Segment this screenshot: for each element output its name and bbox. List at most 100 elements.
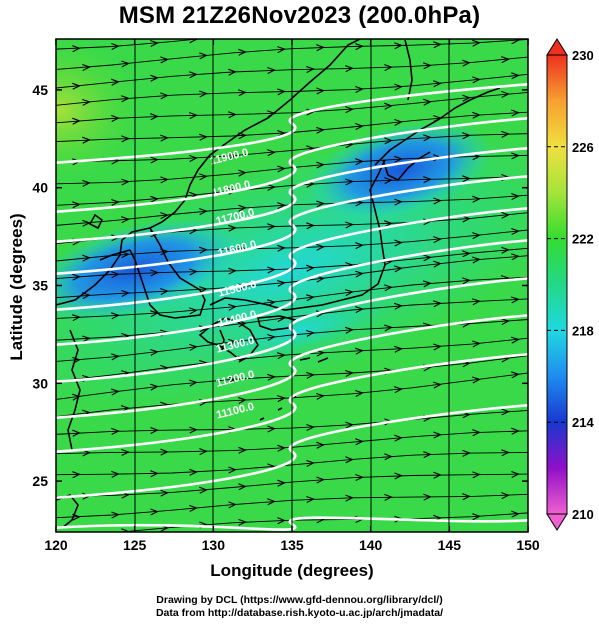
flow-arrow bbox=[111, 511, 120, 519]
flow-arrow bbox=[267, 425, 276, 433]
flow-arrow bbox=[423, 62, 432, 70]
flow-arrow bbox=[511, 510, 520, 518]
flow-arrow bbox=[82, 254, 91, 262]
flow-arrow bbox=[355, 158, 364, 166]
credit-drawing: Drawing by DCL (https://www.gfd-dennou.o… bbox=[156, 594, 443, 606]
flow-arrow bbox=[199, 486, 208, 494]
flow-arrow bbox=[462, 493, 471, 501]
colorbar-tick-label: 222 bbox=[572, 232, 594, 247]
flow-arrow bbox=[306, 264, 315, 272]
flow-arrow bbox=[199, 52, 208, 60]
flow-arrow bbox=[384, 64, 393, 72]
flow-arrow bbox=[160, 448, 169, 456]
x-tick-label: 140 bbox=[359, 537, 383, 553]
cool-streak bbox=[212, 299, 388, 361]
flow-arrow bbox=[277, 244, 286, 252]
flow-arrow bbox=[433, 343, 442, 351]
flow-arrow bbox=[72, 117, 81, 125]
flow-arrow bbox=[189, 426, 198, 434]
flow-arrow bbox=[150, 508, 159, 516]
flow-arrow bbox=[277, 46, 286, 54]
flow-arrow bbox=[228, 39, 230, 40]
flow-arrow bbox=[267, 333, 276, 341]
flow-arrow bbox=[150, 470, 159, 478]
y-axis-ticks: 25 30 35 40 45 bbox=[32, 82, 528, 489]
flow-arrow bbox=[316, 349, 325, 357]
flow-arrow bbox=[267, 223, 276, 231]
flow-arrow bbox=[511, 470, 520, 478]
flow-arrow bbox=[238, 204, 247, 212]
flow-arrow bbox=[394, 42, 403, 50]
colorbar-tick-label: 226 bbox=[572, 140, 594, 155]
flow-arrow bbox=[160, 288, 169, 296]
flow-arrow bbox=[111, 312, 120, 320]
flow-arrow bbox=[511, 427, 520, 435]
x-tick-label: 145 bbox=[438, 537, 462, 553]
flow-arrow bbox=[394, 239, 403, 247]
flow-arrow bbox=[228, 68, 237, 76]
flow-arrow bbox=[121, 135, 130, 143]
flow-arrow bbox=[160, 248, 169, 256]
flow-arrow bbox=[394, 302, 403, 310]
flow-arrow bbox=[238, 446, 247, 454]
flow-arrow bbox=[72, 314, 81, 322]
flow-arrow bbox=[433, 431, 442, 439]
flow-arrow bbox=[462, 94, 471, 102]
streamline bbox=[56, 39, 202, 50]
flow-arrow bbox=[228, 466, 237, 474]
warm-region-northwest bbox=[56, 40, 140, 180]
flow-arrow bbox=[150, 348, 159, 356]
x-axis-label: Longitude (degrees) bbox=[210, 561, 373, 580]
flow-arrow bbox=[394, 345, 403, 353]
flow-arrow bbox=[72, 393, 81, 401]
flow-arrow bbox=[472, 232, 481, 240]
map-plot-area: 11900.011800.011700.011600.011500.011400… bbox=[56, 21, 528, 532]
flow-arrow bbox=[238, 48, 247, 56]
flow-arrow bbox=[511, 109, 520, 117]
flow-arrow bbox=[160, 56, 169, 64]
flow-arrow bbox=[267, 110, 276, 118]
flow-arrow bbox=[228, 152, 237, 160]
flow-arrow bbox=[121, 251, 130, 259]
flow-arrow bbox=[316, 392, 325, 400]
flow-arrow bbox=[228, 338, 237, 346]
flow-arrow bbox=[394, 198, 403, 206]
flow-arrow bbox=[238, 518, 247, 526]
flow-arrow bbox=[150, 113, 159, 121]
flow-arrow bbox=[345, 106, 354, 114]
flow-arrow bbox=[306, 371, 315, 379]
flow-arrow bbox=[199, 133, 208, 141]
flow-arrow bbox=[345, 326, 354, 334]
flow-arrow bbox=[199, 208, 208, 216]
flow-arrow bbox=[267, 266, 276, 274]
flow-arrow bbox=[72, 429, 81, 437]
flow-arrow bbox=[384, 21, 391, 27]
flow-arrow bbox=[82, 292, 91, 300]
flow-arrow bbox=[433, 80, 442, 88]
flow-arrow bbox=[160, 134, 169, 142]
flow-arrow bbox=[423, 254, 432, 262]
flow-arrow bbox=[345, 221, 354, 229]
x-tick-label: 150 bbox=[516, 537, 540, 553]
flow-arrow bbox=[511, 192, 520, 200]
flow-arrow bbox=[394, 265, 403, 273]
flow-arrow bbox=[472, 376, 481, 384]
flow-arrow bbox=[433, 41, 442, 49]
flow-arrow bbox=[511, 152, 520, 160]
flow-arrow bbox=[501, 318, 510, 326]
colorbar-bottom-arrow bbox=[546, 513, 568, 531]
flow-arrow bbox=[277, 88, 286, 96]
flow-arrow bbox=[384, 102, 393, 110]
flow-arrow bbox=[316, 275, 325, 283]
flow-arrow bbox=[306, 423, 315, 431]
flow-arrow bbox=[199, 448, 208, 456]
flow-arrow bbox=[121, 178, 130, 186]
flow-arrow bbox=[111, 353, 120, 361]
flow-arrow bbox=[511, 227, 520, 235]
flow-arrow bbox=[277, 352, 286, 360]
flow-arrow bbox=[277, 202, 286, 210]
flow-arrow bbox=[423, 280, 432, 288]
flow-arrow bbox=[511, 253, 520, 261]
flow-arrow bbox=[160, 92, 169, 100]
flow-arrow bbox=[160, 212, 169, 220]
